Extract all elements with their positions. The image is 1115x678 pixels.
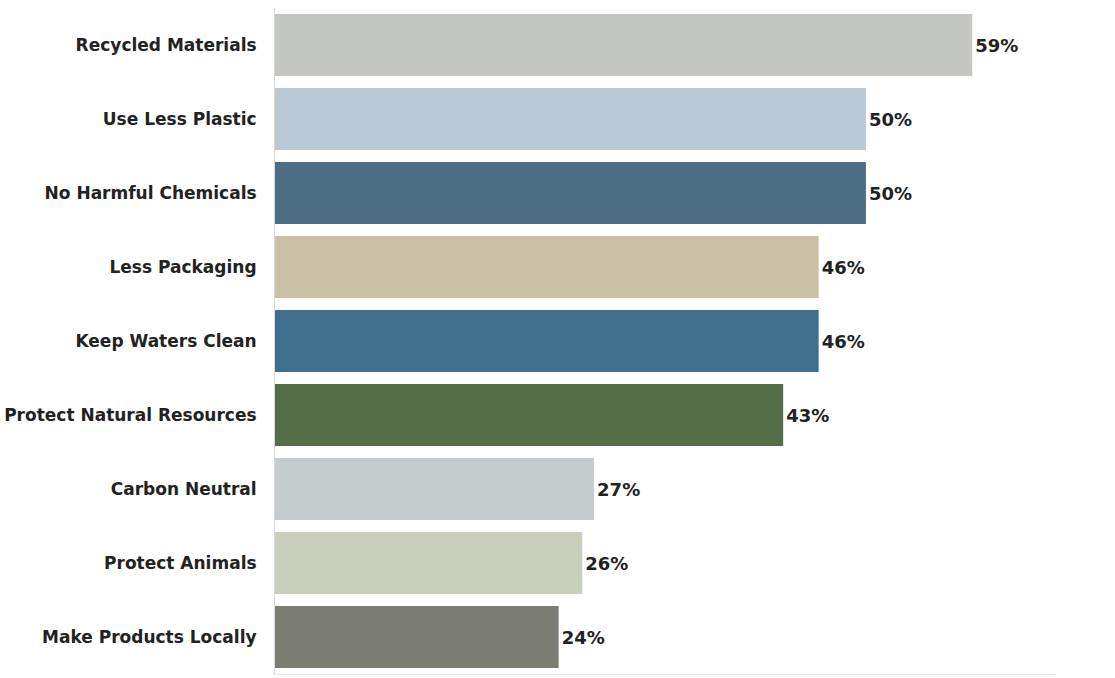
svg-text:27%: 27%: [597, 479, 640, 500]
svg-text:Use Less Plastic: Use Less Plastic: [103, 109, 257, 129]
svg-text:Make Products Locally: Make Products Locally: [42, 627, 257, 647]
svg-text:Carbon Neutral: Carbon Neutral: [111, 479, 257, 499]
svg-text:43%: 43%: [786, 405, 829, 426]
svg-text:50%: 50%: [869, 183, 912, 204]
svg-text:Keep Waters Clean: Keep Waters Clean: [75, 331, 256, 351]
svg-text:Less Packaging: Less Packaging: [109, 257, 256, 277]
svg-text:Recycled Materials: Recycled Materials: [76, 35, 257, 55]
svg-text:50%: 50%: [869, 109, 912, 130]
svg-text:24%: 24%: [562, 627, 605, 648]
svg-text:46%: 46%: [822, 331, 865, 352]
svg-text:Protect Animals: Protect Animals: [104, 553, 257, 573]
svg-text:Protect Natural Resources: Protect Natural Resources: [4, 405, 256, 425]
svg-text:46%: 46%: [822, 257, 865, 278]
svg-text:59%: 59%: [975, 35, 1018, 56]
svg-text:No Harmful Chemicals: No Harmful Chemicals: [45, 183, 257, 203]
svg-text:26%: 26%: [585, 553, 628, 574]
